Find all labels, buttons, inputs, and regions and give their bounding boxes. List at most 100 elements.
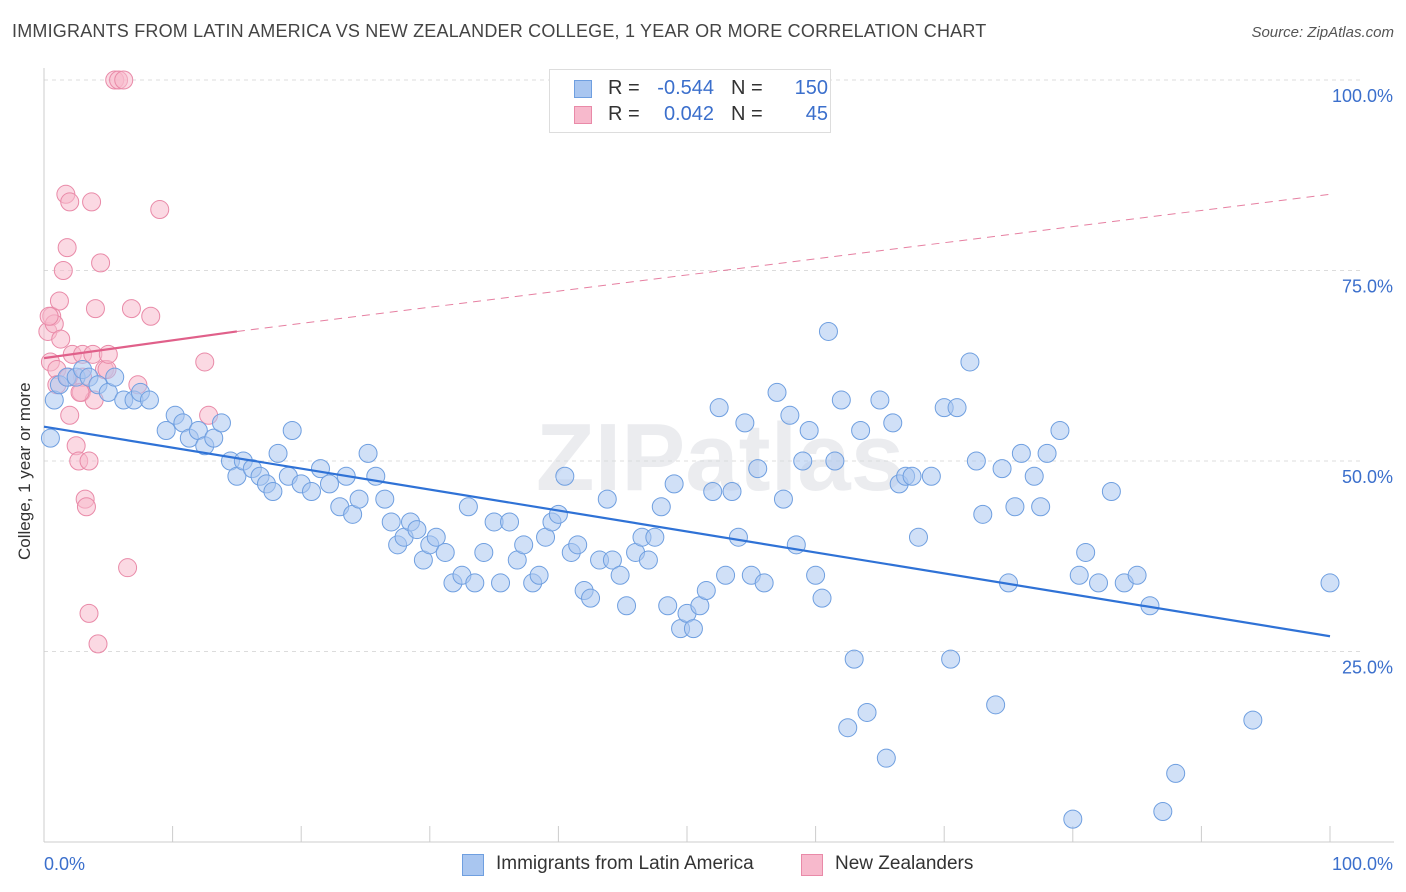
data-point xyxy=(581,588,601,608)
data-point xyxy=(60,405,80,425)
legend-swatch-blue xyxy=(574,80,592,98)
data-point xyxy=(57,238,77,258)
data-point xyxy=(902,466,922,486)
data-point xyxy=(1063,809,1083,829)
series-immigrants-latin-america xyxy=(40,321,1340,829)
data-point xyxy=(79,603,99,623)
data-point xyxy=(870,390,890,410)
data-point xyxy=(728,527,748,547)
data-point xyxy=(1037,443,1057,463)
data-point xyxy=(79,451,99,471)
data-point xyxy=(844,649,864,669)
data-point xyxy=(638,550,658,570)
data-point xyxy=(39,306,59,326)
data-point xyxy=(857,702,877,722)
trend-line-latin-america xyxy=(43,425,1331,638)
data-point xyxy=(514,535,534,555)
data-point xyxy=(1089,573,1109,593)
data-point xyxy=(474,542,494,562)
data-point xyxy=(500,512,520,532)
data-point xyxy=(941,649,961,669)
data-point xyxy=(1127,565,1147,585)
data-point xyxy=(458,497,478,517)
data-point xyxy=(799,421,819,441)
data-point xyxy=(947,398,967,418)
data-point xyxy=(82,192,102,212)
bottom-legend-swatch-blue xyxy=(462,854,484,876)
data-point xyxy=(773,489,793,509)
data-point xyxy=(703,481,723,501)
data-point xyxy=(683,619,703,639)
data-point xyxy=(831,390,851,410)
data-point xyxy=(748,459,768,479)
data-point xyxy=(617,596,637,616)
data-point xyxy=(349,489,369,509)
data-point xyxy=(992,459,1012,479)
data-point xyxy=(883,413,903,433)
data-point xyxy=(735,413,755,433)
source-label: Source: ZipAtlas.com xyxy=(1251,24,1394,41)
data-point xyxy=(921,466,941,486)
data-point xyxy=(491,573,511,593)
data-point xyxy=(664,474,684,494)
data-point xyxy=(1050,421,1070,441)
data-point xyxy=(529,565,549,585)
data-point xyxy=(838,718,858,738)
data-point xyxy=(1320,573,1340,593)
data-point xyxy=(195,352,215,372)
data-point xyxy=(319,474,339,494)
data-point xyxy=(1031,497,1051,517)
data-point xyxy=(1076,542,1096,562)
data-point xyxy=(973,504,993,524)
data-point xyxy=(282,421,302,441)
data-point xyxy=(118,558,138,578)
data-point xyxy=(767,382,787,402)
legend: R = -0.544 N = 150 R = 0.042 N = 45 xyxy=(549,69,831,133)
data-point xyxy=(121,299,141,319)
data-point xyxy=(53,261,73,280)
data-point xyxy=(49,291,69,311)
data-point xyxy=(722,481,742,501)
bottom-legend-swatch-pink xyxy=(801,854,823,876)
data-point xyxy=(1024,466,1044,486)
data-point xyxy=(696,581,716,601)
data-point xyxy=(651,497,671,517)
axes xyxy=(43,68,1394,843)
data-point xyxy=(40,428,60,448)
y-tick-label: 50.0% xyxy=(1342,467,1393,487)
data-point xyxy=(876,748,896,768)
data-point xyxy=(555,466,575,486)
data-point xyxy=(1101,481,1121,501)
y-axis-label-wrap: College, 1 year or more xyxy=(15,382,39,770)
gridlines xyxy=(44,79,1360,652)
y-tick-label: 100.0% xyxy=(1332,86,1393,106)
data-point xyxy=(51,329,71,349)
legend-swatch-pink xyxy=(574,106,592,124)
data-point xyxy=(960,352,980,372)
x-tick-label: 100.0% xyxy=(1332,854,1393,874)
data-point xyxy=(986,695,1006,715)
legend-n-value: 45 xyxy=(805,103,828,125)
data-point xyxy=(141,306,161,326)
tick-labels: 25.0% 50.0% 75.0% 100.0% 0.0% 100.0% xyxy=(44,86,1393,874)
legend-n-label: N = xyxy=(731,103,763,125)
data-point xyxy=(793,451,813,471)
data-point xyxy=(426,527,446,547)
data-point xyxy=(91,253,111,273)
data-point xyxy=(263,481,283,501)
data-point xyxy=(375,489,395,509)
data-point xyxy=(435,542,455,562)
bottom-legend-label: New Zealanders xyxy=(835,853,974,874)
data-point xyxy=(597,489,617,509)
data-point xyxy=(358,443,378,463)
data-point xyxy=(1153,802,1173,822)
data-point xyxy=(105,367,125,387)
data-point xyxy=(812,588,832,608)
data-point xyxy=(716,565,736,585)
data-point xyxy=(407,520,427,540)
data-point xyxy=(548,504,568,524)
data-point xyxy=(1005,497,1025,517)
data-point xyxy=(754,573,774,593)
data-point xyxy=(88,634,108,654)
